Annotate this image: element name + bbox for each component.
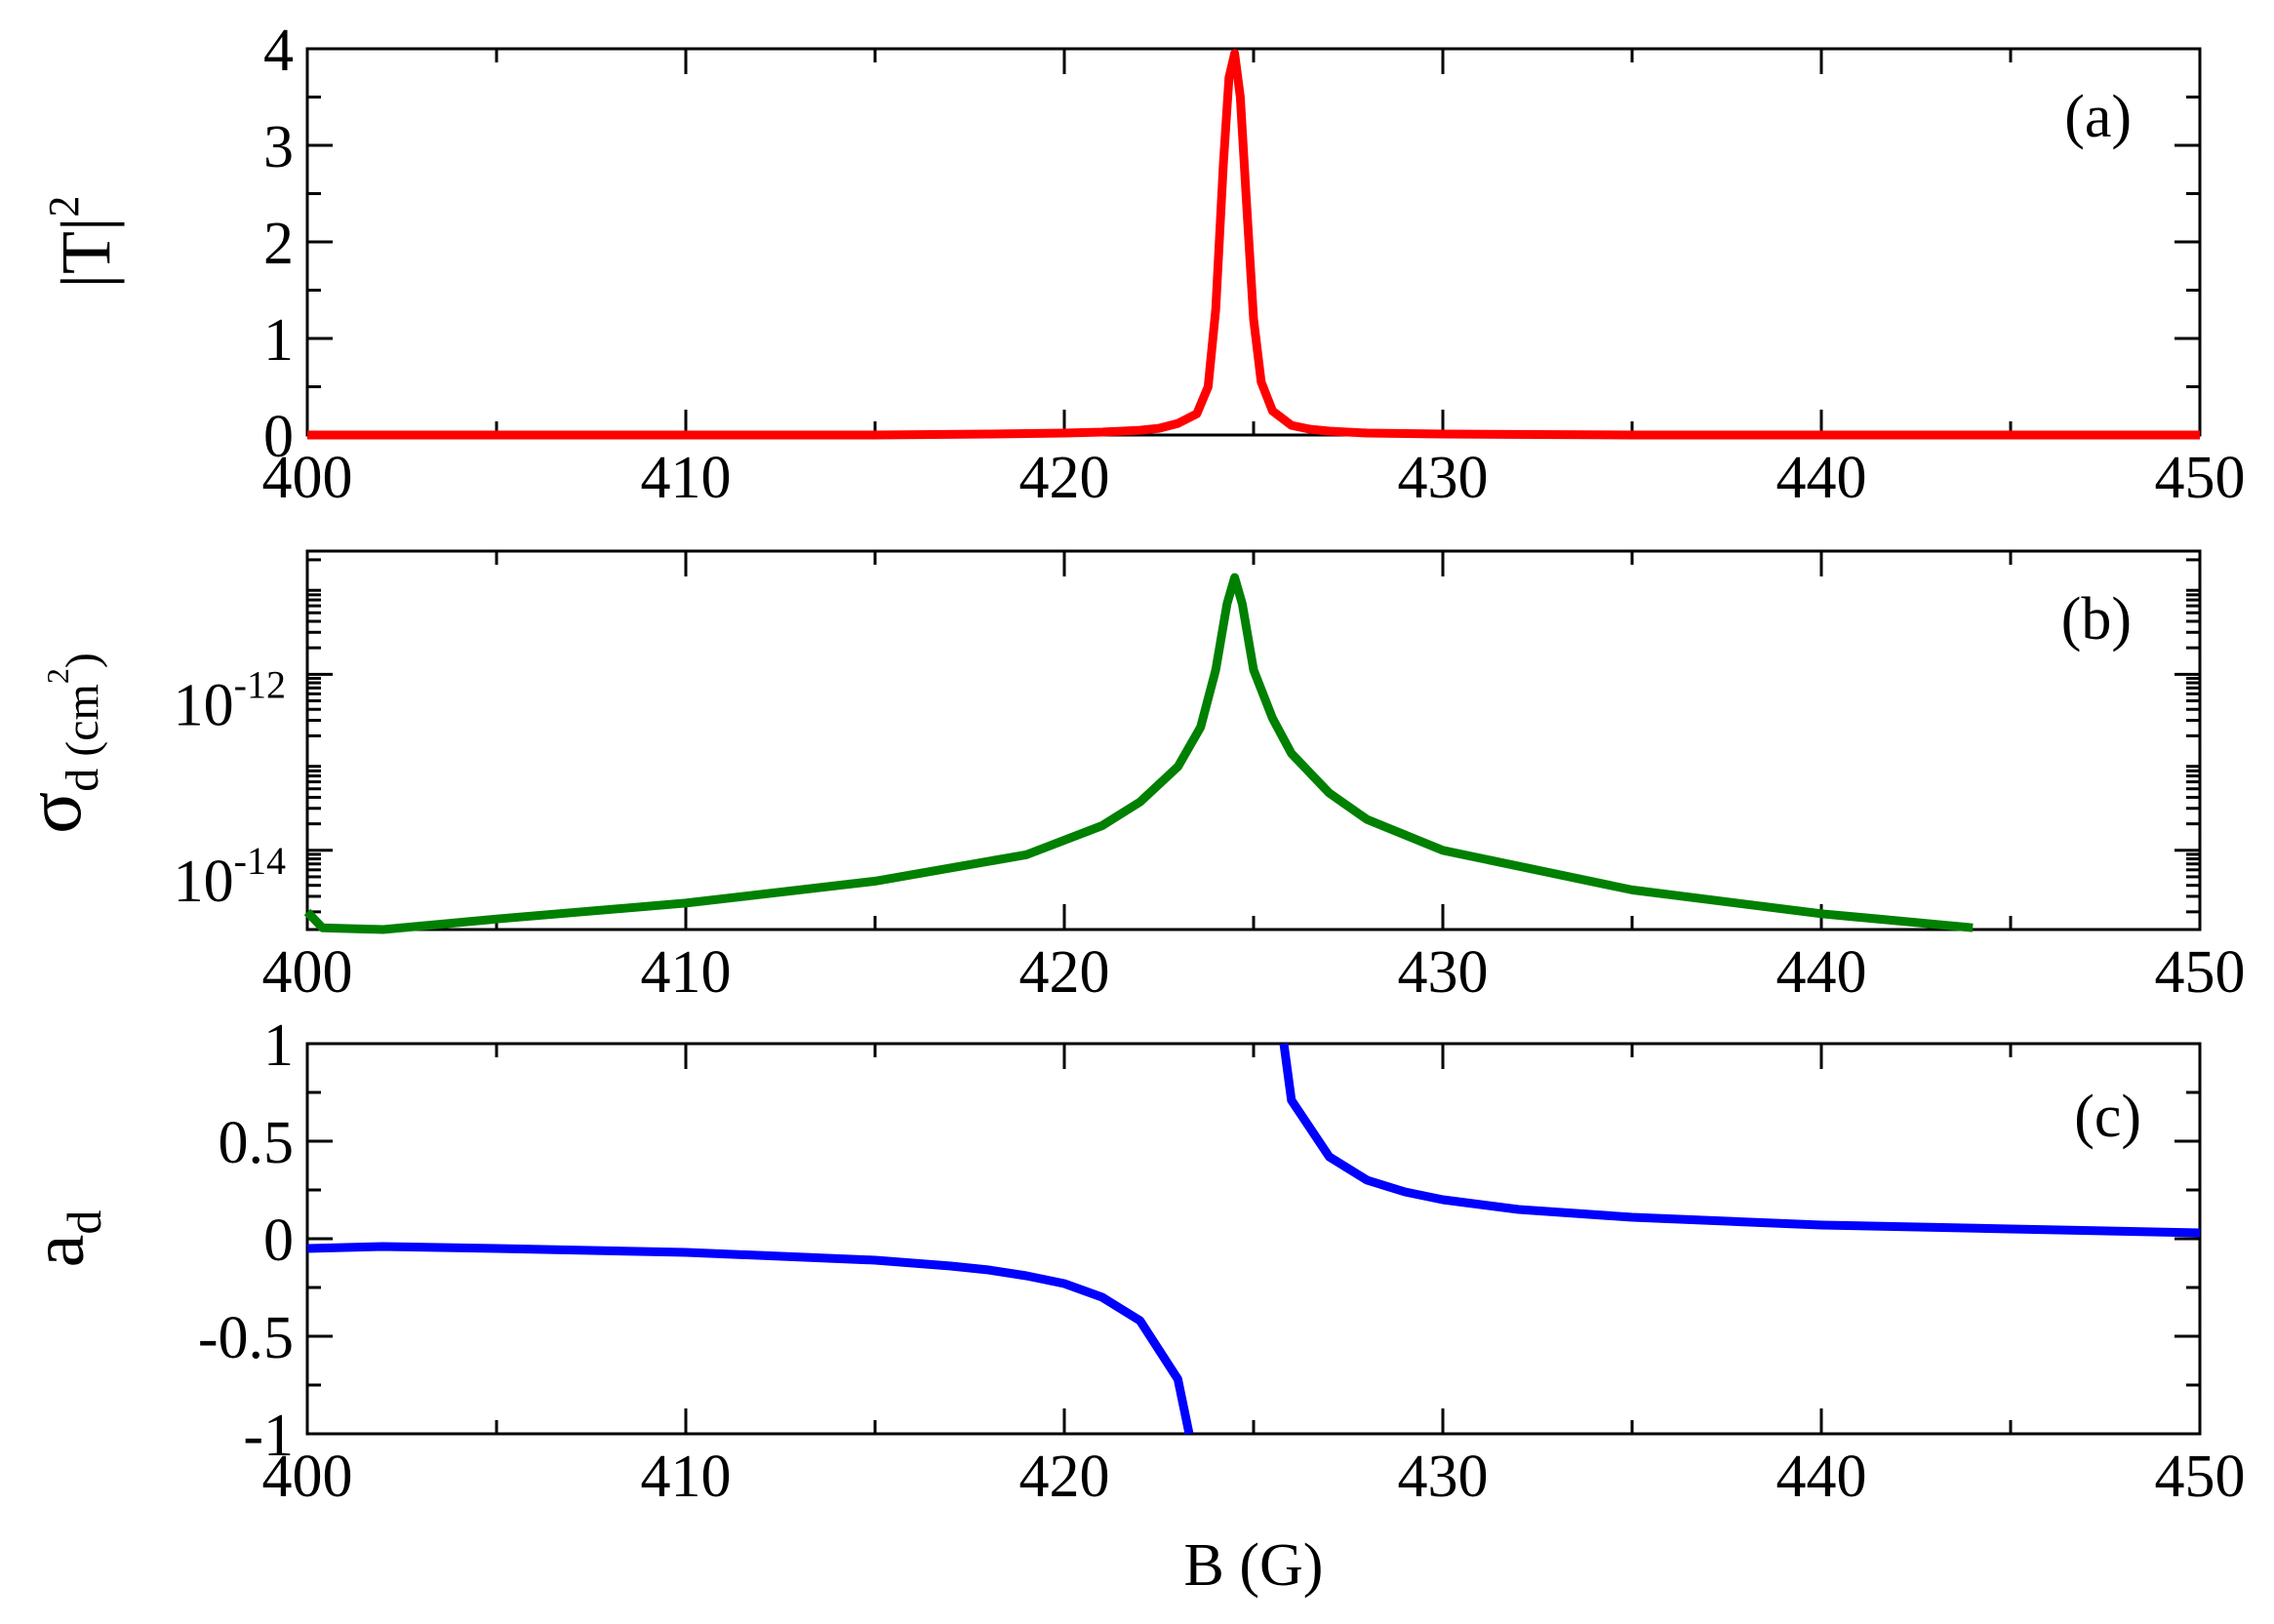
panel-b-x-tick-label: 400 [262,939,353,1006]
panel-b-x-tick-label: 410 [641,939,732,1006]
panel-c-y-tick-label: 1 [263,1012,294,1079]
panel-a-x-tick-label: 450 [2155,445,2246,511]
panel-b-y-tick-label: 10-14 [174,839,286,915]
panel-b-frame [305,549,2202,931]
panel-c-tick-labels: 400 410 420 430 440 450 -1 -0.5 0 0.5 1 [198,1012,2246,1510]
panel-b-y-tick-label: 10-12 [174,662,286,738]
panel-a-ticks [305,47,2202,437]
panel-a-x-tick-label: 440 [1776,445,1867,511]
panel-a-label: (a) [2064,84,2132,150]
panel-c-xlabel: B (G) [1184,1532,1324,1599]
panel-c-x-tick-label: 430 [1398,1444,1489,1510]
panel-c-ticks [305,1042,2202,1436]
panel-a-x-tick-label: 420 [1019,445,1110,511]
panel-c: 400 410 420 430 440 450 -1 -0.5 0 0.5 1 (c) ad B (… [18,1012,2246,1599]
panel-a-y-tick-label: 3 [263,114,294,180]
panel-b-x-tick-label: 450 [2155,939,2246,1006]
panel-a-x-tick-label: 430 [1398,445,1489,511]
panel-b-x-tick-label: 420 [1019,939,1110,1006]
panel-b-label: (b) [2061,586,2132,653]
panel-a-y-tick-label: 2 [263,211,294,277]
panel-a-y-tick-label: 4 [263,18,294,84]
panel-b: 400 410 420 430 440 450 10-12 10-14 (b) σd (cm2… [12,549,2246,1006]
panel-a-tick-labels: 400 410 420 430 440 450 0 1 2 3 4 [262,18,2246,511]
panel-c-x-tick-label: 440 [1776,1444,1867,1510]
panel-c-x-tick-label: 450 [2155,1444,2246,1510]
panel-c-x-tick-label: 400 [262,1444,353,1510]
panel-c-x-tick-label: 410 [641,1444,732,1510]
panel-c-label: (c) [2074,1084,2141,1150]
panel-a: 400 410 420 430 440 450 0 1 2 3 4 (a) |T|2 [40,18,2246,511]
panel-b-ylabel: σd (cm2) [12,653,108,834]
panel-a-x-tick-label: 400 [262,445,353,511]
panel-c-y-tick-label: -0.5 [198,1305,294,1371]
panel-b-tick-labels: 400 410 420 430 440 450 10-12 10-14 [174,662,2246,1006]
panel-b-x-tick-label: 430 [1398,939,1489,1006]
panel-c-frame [305,1042,2202,1436]
panel-c-x-tick-label: 420 [1019,1444,1110,1510]
panel-b-x-tick-label: 440 [1776,939,1867,1006]
panel-a-series-line [307,49,2200,440]
panel-c-ylabel: ad [18,1210,111,1268]
panel-c-series-line [306,1043,2201,1435]
panel-b-ticks [305,551,2202,930]
panel-a-ylabel: |T|2 [40,196,125,289]
panel-a-y-tick-label: 1 [263,307,294,374]
panel-c-y-tick-label: 0 [263,1208,294,1274]
panel-a-frame [305,47,2202,437]
panel-a-y-tick-label: 0 [263,404,294,470]
panel-c-y-tick-label: 0.5 [219,1110,295,1176]
panel-a-x-tick-label: 410 [641,445,732,511]
panel-c-y-tick-label: -1 [243,1403,294,1469]
panel-b-series-line [303,573,1974,934]
